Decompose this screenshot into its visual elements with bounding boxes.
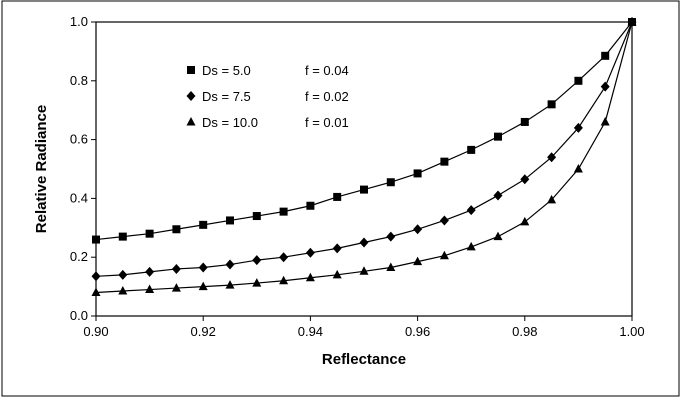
data-point <box>92 235 100 244</box>
data-point <box>333 192 342 201</box>
data-point <box>332 243 342 254</box>
legend-marker <box>187 66 195 74</box>
data-point <box>413 256 423 266</box>
data-point <box>573 164 583 173</box>
data-point <box>413 169 422 178</box>
data-point <box>386 231 396 242</box>
data-point <box>226 216 234 225</box>
data-point <box>279 275 289 285</box>
data-point <box>574 76 583 85</box>
legend-marker <box>186 117 196 126</box>
data-point <box>332 269 342 279</box>
series-diamond <box>91 17 637 282</box>
data-point <box>279 252 289 263</box>
data-point <box>439 250 449 260</box>
legend-series-param: f = 0.02 <box>305 89 349 104</box>
x-tick-label: 0.96 <box>405 324 430 339</box>
data-point <box>466 205 476 216</box>
data-point <box>547 100 556 109</box>
data-point <box>547 194 557 204</box>
axes-layer: 0.0 0.2 0.4 0.6 0.8 1.0 0.90 0.92 0.94 0.96 0.98 1.… <box>70 14 645 339</box>
data-point <box>145 284 155 294</box>
data-point <box>91 271 101 282</box>
data-point <box>145 229 154 238</box>
plot-area-frame <box>95 21 633 317</box>
legend: Ds = 5.0 f = 0.04 Ds = 7.5 f = 0.02 Ds = 10.… <box>186 63 349 130</box>
y-tick-label: 0.2 <box>70 249 88 264</box>
series-line <box>95 21 633 241</box>
data-point <box>493 190 503 201</box>
data-point <box>198 281 208 291</box>
data-point <box>386 262 396 271</box>
data-point <box>172 225 181 234</box>
legend-entry: Ds = 5.0 f = 0.04 <box>187 63 349 78</box>
legend-marker <box>186 91 196 101</box>
data-point <box>145 266 155 277</box>
data-point <box>306 201 315 210</box>
data-point <box>118 269 128 280</box>
x-tick-label: 0.92 <box>191 324 216 339</box>
data-point <box>360 185 368 194</box>
y-tick-label: 0.6 <box>70 132 88 147</box>
series-layer <box>91 17 637 296</box>
data-point <box>225 280 235 289</box>
data-point <box>305 272 315 282</box>
data-point <box>359 266 369 275</box>
data-point <box>359 237 369 248</box>
data-point <box>520 117 529 126</box>
data-point <box>627 17 637 26</box>
data-point <box>440 157 449 166</box>
data-point <box>494 132 502 141</box>
legend-series-name: Ds = 5.0 <box>202 63 251 78</box>
data-point <box>225 259 235 270</box>
x-tick-label: 0.94 <box>298 324 323 339</box>
data-point <box>118 286 128 295</box>
data-point <box>171 283 181 292</box>
data-point <box>91 287 101 296</box>
data-point <box>493 231 503 241</box>
legend-series-param: f = 0.04 <box>305 63 349 78</box>
y-tick-label: 1.0 <box>70 14 88 29</box>
y-tick-label: 0.0 <box>70 308 88 323</box>
y-tick-label: 0.8 <box>70 73 88 88</box>
data-point <box>520 174 530 185</box>
series-triangle <box>91 17 637 296</box>
legend-series-name: Ds = 10.0 <box>202 115 258 130</box>
y-axis-title: Relative Radiance <box>33 105 50 233</box>
data-point <box>199 220 208 229</box>
x-tick-label: 0.90 <box>83 324 108 339</box>
data-point <box>198 262 208 273</box>
data-point <box>118 232 127 241</box>
x-tick-label: 1.00 <box>619 324 644 339</box>
data-point <box>573 122 583 133</box>
data-point <box>439 215 449 226</box>
data-point <box>600 116 610 126</box>
data-point <box>279 207 288 216</box>
legend-entry: Ds = 10.0 f = 0.01 <box>186 115 349 130</box>
data-point <box>466 241 476 251</box>
data-point <box>171 263 181 274</box>
legend-entry: Ds = 7.5 f = 0.02 <box>186 89 349 104</box>
data-point <box>386 178 395 187</box>
data-point <box>520 216 530 226</box>
data-point <box>600 81 610 92</box>
data-point <box>252 278 262 287</box>
series-square <box>92 18 636 244</box>
y-tick-label: 0.4 <box>70 190 88 205</box>
data-point <box>252 212 261 221</box>
legend-series-param: f = 0.01 <box>305 115 349 130</box>
x-tick-label: 0.98 <box>512 324 537 339</box>
data-point <box>413 224 423 235</box>
data-point <box>601 51 610 60</box>
data-point <box>467 145 476 154</box>
data-point <box>252 255 262 266</box>
x-axis-title: Reflectance <box>322 351 406 368</box>
legend-series-name: Ds = 7.5 <box>202 89 251 104</box>
data-point <box>547 152 557 163</box>
data-point <box>305 247 315 258</box>
